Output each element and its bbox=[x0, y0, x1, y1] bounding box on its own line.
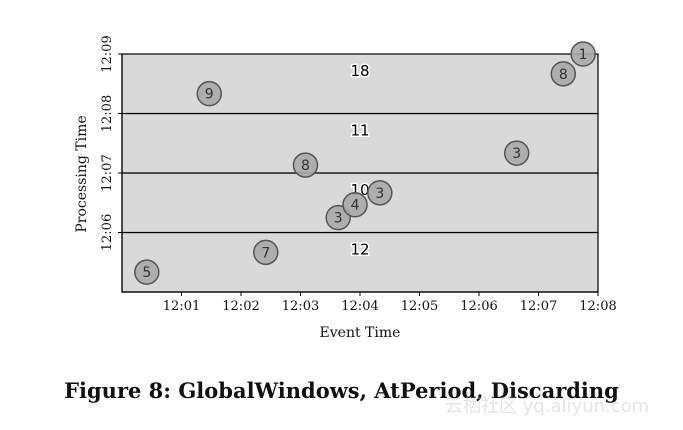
data-point: 8 bbox=[292, 152, 319, 178]
data-point-value: 5 bbox=[142, 265, 151, 281]
data-point: 5 bbox=[134, 259, 160, 285]
y-tick-label: 12:06 bbox=[100, 214, 115, 251]
data-point: 3 bbox=[503, 140, 530, 166]
x-tick-label: 12:02 bbox=[222, 299, 259, 314]
data-point-value: 4 bbox=[351, 198, 360, 214]
pane-sum-label: 18 bbox=[350, 62, 369, 80]
data-point: 8 bbox=[550, 61, 577, 87]
data-point-value: 3 bbox=[512, 146, 521, 162]
data-point: 9 bbox=[196, 80, 223, 107]
y-tick-label: 12:08 bbox=[100, 95, 115, 132]
x-tick-label: 12:03 bbox=[282, 299, 319, 314]
x-axis-label: Event Time bbox=[320, 325, 401, 341]
data-point: 4 bbox=[342, 191, 368, 218]
data-point-value: 1 bbox=[579, 47, 588, 63]
y-ticks: 12:06 12:07 12:08 12:09 bbox=[100, 35, 122, 251]
data-point-marker bbox=[570, 41, 596, 67]
data-point-marker bbox=[292, 152, 319, 178]
x-ticks: 12:01 12:02 12:03 12:04 12:05 12:06 12:07 12:08 bbox=[163, 292, 617, 314]
data-point-marker bbox=[503, 140, 530, 166]
data-point-marker bbox=[325, 204, 351, 231]
data-point: 3 bbox=[367, 180, 393, 206]
data-point-value: 3 bbox=[375, 186, 384, 202]
data-point-marker bbox=[196, 80, 223, 107]
x-tick-label: 12:05 bbox=[401, 299, 438, 314]
pane-sum-label: 11 bbox=[350, 122, 369, 140]
data-point-marker bbox=[134, 259, 160, 285]
data-point: 3 bbox=[325, 204, 351, 231]
data-point-marker bbox=[367, 180, 393, 206]
watermark: 云栖社区 yq.aliyun.com bbox=[445, 396, 650, 417]
data-point: 7 bbox=[253, 239, 279, 266]
x-tick-label: 12:01 bbox=[163, 299, 200, 314]
data-point-marker bbox=[550, 61, 577, 87]
data-point-value: 3 bbox=[334, 211, 343, 227]
data-point-value: 8 bbox=[559, 67, 568, 83]
x-tick-label: 12:07 bbox=[520, 299, 557, 314]
data-point-marker bbox=[342, 191, 368, 218]
x-tick-label: 12:06 bbox=[460, 299, 497, 314]
pane-sum-label: 12 bbox=[350, 241, 369, 259]
data-point-value: 9 bbox=[205, 87, 214, 103]
data-point-value: 8 bbox=[301, 158, 310, 174]
data-point-marker bbox=[253, 239, 279, 266]
data-point: 1 bbox=[570, 41, 596, 67]
y-tick-label: 12:09 bbox=[100, 35, 115, 72]
y-axis-label: Processing Time bbox=[74, 115, 90, 232]
window-pane bbox=[121, 231, 599, 293]
x-tick-label: 12:04 bbox=[341, 299, 378, 314]
figure-caption: Figure 8: GlobalWindows, AtPeriod, Disca… bbox=[64, 378, 619, 403]
y-tick-label: 12:07 bbox=[100, 154, 115, 191]
chart: 12:01 12:02 12:03 12:04 12:05 12:06 12:07 12:08… bbox=[74, 35, 617, 341]
data-point-value: 7 bbox=[261, 245, 270, 261]
x-tick-label: 12:08 bbox=[579, 299, 616, 314]
